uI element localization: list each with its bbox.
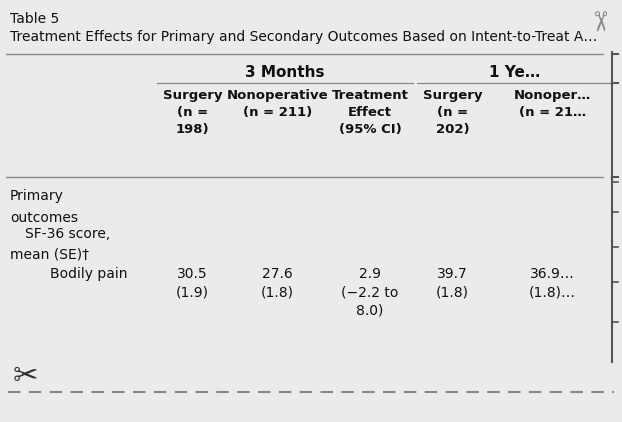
Text: Treatment Effects for Primary and Secondary Outcomes Based on Intent-to-Treat A…: Treatment Effects for Primary and Second… xyxy=(10,30,597,44)
Text: 39.7
(1.8): 39.7 (1.8) xyxy=(436,267,469,299)
Text: Surgery
(n =
198): Surgery (n = 198) xyxy=(163,89,222,136)
Text: Treatment
Effect
(95% CI): Treatment Effect (95% CI) xyxy=(332,89,409,136)
Text: 3 Months: 3 Months xyxy=(245,65,325,80)
Text: ✂: ✂ xyxy=(583,10,611,33)
Text: mean (SE)†: mean (SE)† xyxy=(10,247,89,261)
Text: ✂: ✂ xyxy=(12,362,38,391)
Text: outcomes: outcomes xyxy=(10,211,78,225)
Text: Bodily pain: Bodily pain xyxy=(50,267,128,281)
Text: SF-36 score,: SF-36 score, xyxy=(25,227,110,241)
Text: 30.5
(1.9): 30.5 (1.9) xyxy=(176,267,209,299)
Text: 27.6
(1.8): 27.6 (1.8) xyxy=(261,267,294,299)
Text: Nonoperative
(n = 211): Nonoperative (n = 211) xyxy=(226,89,328,119)
Text: Nonoper…
(n = 21…: Nonoper… (n = 21… xyxy=(514,89,591,119)
Text: 1 Ye…: 1 Ye… xyxy=(490,65,541,80)
Text: Surgery
(n =
202): Surgery (n = 202) xyxy=(423,89,482,136)
Text: 36.9…
(1.8)…: 36.9… (1.8)… xyxy=(529,267,576,299)
Text: Primary: Primary xyxy=(10,189,64,203)
Text: Table 5: Table 5 xyxy=(10,12,59,26)
Text: 2.9
(−2.2 to
8.0): 2.9 (−2.2 to 8.0) xyxy=(341,267,399,318)
